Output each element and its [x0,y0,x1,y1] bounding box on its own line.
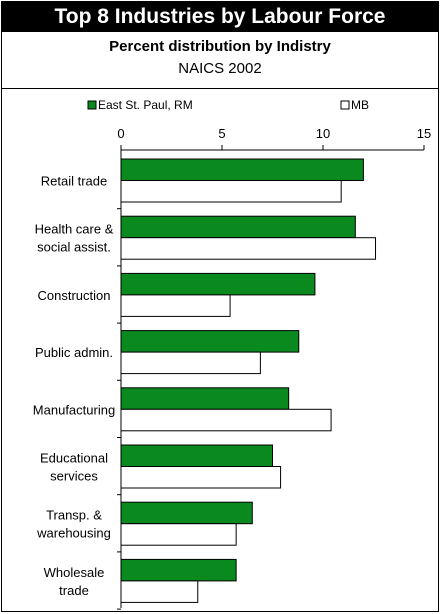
x-tick-label: 10 [316,126,330,141]
legend-swatch-2 [340,100,350,110]
bar-mb [120,294,231,317]
bar-mb [120,237,377,260]
bar-east-st-paul [120,272,316,296]
bar-east-st-paul [120,387,290,410]
legend-label-1: East St. Paul, RM [98,98,193,112]
bar-east-st-paul [120,444,273,467]
category-label: Transp. & warehousing [36,508,111,541]
chart-subtitle-classification: NAICS 2002 [178,60,262,77]
category-label: Construction [38,288,111,303]
legend-label-2: MB [351,98,369,112]
category-label: Manufacturing [33,402,115,417]
bar-mb [120,580,199,603]
bar-east-st-paul [120,158,364,181]
x-tick-label: 15 [417,126,431,141]
category-label: Wholesale trade [44,565,105,598]
chart-title: Top 8 Industries by Labour Force [2,2,438,32]
bar-east-st-paul [120,501,253,525]
bar-mb [120,466,282,489]
legend-swatch-1 [87,100,97,110]
category-label: Health care & social assist. [35,222,114,255]
x-tick-label: 0 [117,126,124,141]
category-label: Educational services [40,451,108,484]
x-tick-label: 5 [218,126,225,141]
category-label: Retail trade [41,174,107,189]
category-label: Public admin. [35,345,113,360]
header-divider [2,88,438,89]
bar-mb [120,180,342,203]
bar-east-st-paul [120,558,237,582]
bar-mb [120,523,237,546]
bar-mb [120,351,261,375]
bar-east-st-paul [120,215,356,239]
bar-mb [120,408,332,432]
chart-subtitle: Percent distribution by Indistry [109,38,331,55]
bar-east-st-paul [120,330,300,353]
